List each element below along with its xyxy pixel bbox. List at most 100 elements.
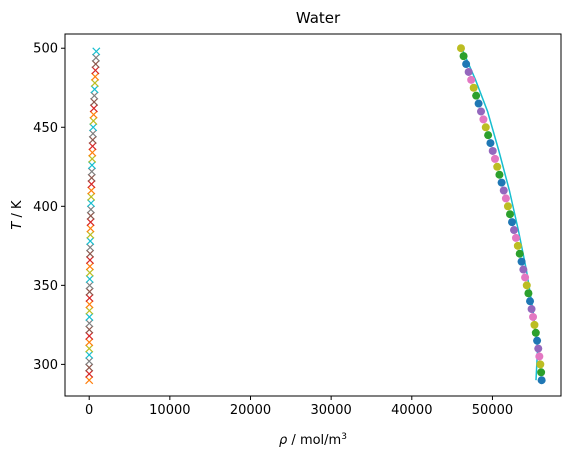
liquid-point-marker: [526, 297, 535, 306]
liquid-point-marker: [513, 241, 522, 250]
vapor-point-marker: [85, 281, 94, 290]
vapor-marker-stroke: [86, 205, 95, 214]
vapor-marker-stroke: [85, 262, 94, 271]
liquid-point-marker: [529, 312, 538, 321]
vapor-point-marker: [86, 230, 95, 239]
liquid-point-marker: [488, 146, 497, 155]
liquid-point-marker: [490, 154, 499, 163]
vapor-point-marker: [91, 72, 100, 81]
vapor-marker-stroke: [87, 167, 96, 176]
vapor-point-marker: [85, 287, 94, 296]
vapor-point-marker: [86, 237, 95, 246]
x-axis-exponent: 3: [341, 432, 347, 442]
y-tick-label: 500: [33, 42, 58, 57]
vapor-point-marker: [86, 243, 95, 252]
vapor-point-marker: [85, 306, 94, 315]
liquid-point-marker: [493, 162, 502, 171]
vapor-point-marker: [85, 331, 94, 340]
vapor-marker-stroke: [91, 53, 101, 62]
vapor-marker-stroke: [86, 224, 95, 233]
vapor-point-marker: [85, 293, 94, 303]
vapor-point-marker: [90, 97, 99, 106]
vapor-point-marker: [86, 205, 95, 214]
y-tick-label: 400: [33, 200, 58, 215]
vapor-point-marker: [85, 274, 94, 284]
liquid-point-marker: [499, 186, 508, 195]
vapor-marker-stroke: [90, 97, 99, 106]
vapor-point-marker: [86, 249, 95, 258]
vapor-marker-stroke: [85, 306, 94, 315]
vapor-point-marker: [89, 104, 98, 113]
vapor-marker-stroke: [92, 47, 101, 56]
vapor-marker-stroke: [91, 60, 100, 69]
vapor-marker-stroke: [88, 142, 97, 151]
liquid-point-marker: [501, 194, 510, 203]
vapor-marker-stroke: [89, 110, 98, 119]
liquid-point-marker: [459, 52, 468, 61]
liquid-point-marker: [506, 210, 515, 219]
vapor-point-marker: [89, 116, 98, 125]
liquid-point-marker: [515, 249, 524, 258]
vapor-marker-stroke: [85, 268, 94, 277]
liquid-point-marker: [521, 273, 530, 282]
vapor-marker-stroke: [85, 357, 94, 366]
vapor-point-marker: [87, 167, 96, 176]
vapor-point-marker: [85, 300, 94, 309]
vapor-marker-stroke: [90, 78, 99, 88]
vapor-point-marker: [86, 199, 96, 208]
vapor-point-marker: [85, 262, 94, 271]
vapor-marker-stroke: [85, 256, 94, 265]
liquid-point-marker: [531, 328, 540, 337]
vapor-point-marker: [88, 148, 97, 157]
x-axis: 0 10000 20000 30000 40000 50000: [85, 396, 513, 418]
liquid-point-marker: [524, 289, 533, 298]
vapor-marker-stroke: [87, 161, 97, 170]
vapor-point-marker: [91, 53, 101, 62]
vapor-marker-stroke: [85, 287, 94, 296]
vapor-point-marker: [85, 369, 94, 378]
liquid-point-marker: [511, 233, 520, 242]
liquid-point-marker: [472, 91, 481, 100]
vapor-marker-stroke: [88, 129, 97, 138]
liquid-point-marker: [479, 115, 488, 124]
vapor-point-marker: [92, 47, 101, 56]
vapor-point-marker: [85, 319, 94, 328]
vapor-point-marker: [88, 154, 97, 163]
vapor-marker-stroke: [85, 312, 94, 321]
vapor-marker-stroke: [86, 199, 96, 208]
vapor-marker-stroke: [88, 148, 97, 157]
vapor-point-marker: [87, 161, 97, 170]
vapor-marker-stroke: [86, 211, 95, 220]
liquid-point-marker: [534, 344, 543, 353]
vapor-marker-stroke: [86, 243, 95, 252]
liquid-point-marker: [469, 83, 478, 92]
vapor-marker-stroke: [85, 281, 94, 290]
vapor-point-marker: [86, 218, 95, 227]
vapor-point-marker: [89, 123, 98, 132]
vapor-marker-stroke: [86, 218, 95, 227]
vapor-point-marker: [86, 211, 95, 220]
liquid-point-marker: [537, 368, 546, 377]
vapor-point-marker: [90, 85, 99, 94]
liquid-point-marker: [474, 99, 483, 108]
y-axis-unit: / K: [10, 200, 25, 222]
vapor-marker-stroke: [85, 369, 94, 378]
liquid-point-marker: [481, 123, 490, 132]
vapor-marker-stroke: [85, 300, 94, 309]
vapor-point-marker: [89, 110, 98, 119]
liquid-point-marker: [522, 281, 531, 290]
liquid-point-marker: [462, 60, 471, 69]
vapor-marker-stroke: [90, 85, 99, 94]
vapor-point-marker: [87, 180, 96, 189]
y-axis-symbol: T: [10, 221, 25, 230]
liquid-point-marker: [467, 75, 476, 84]
vapor-marker-stroke: [86, 249, 95, 258]
liquid-point-marker: [527, 305, 536, 314]
y-tick-label: 350: [33, 279, 58, 294]
liquid-point-marker: [477, 107, 486, 116]
vapor-point-marker: [87, 186, 96, 195]
liquid-point-marker: [530, 320, 539, 329]
vapor-point-marker: [86, 224, 95, 233]
vapor-point-marker: [88, 135, 97, 144]
